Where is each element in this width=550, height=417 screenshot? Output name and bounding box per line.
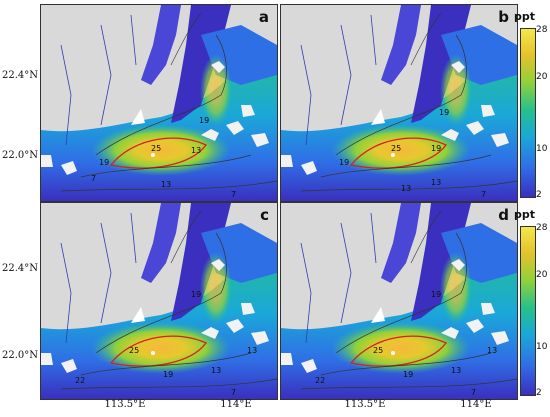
cbar-bot-tick-10: 10 [536, 342, 548, 352]
contour-label-d-6: 13 [487, 346, 497, 355]
lat-label-bot-22.0: 22.0°N [1, 350, 38, 361]
salinity-map-a: 7 13 19 25 19 13 7 [41, 5, 277, 201]
map-panel-c: 7 13 19 22 25 13 19 c [40, 202, 278, 400]
lat-label-top-22.0: 22.0°N [1, 150, 38, 161]
contour-label-d-2: 13 [451, 366, 461, 375]
panel-label-c: c [260, 206, 269, 224]
cbar-top-tick-28: 28 [536, 25, 548, 35]
contour-label-a-6: 13 [161, 180, 171, 189]
cbar-top-tick-10: 10 [536, 144, 548, 154]
contour-label-d-3: 19 [403, 370, 413, 379]
contour-label-c-2: 13 [211, 366, 221, 375]
lon-label-right-114: 114°E [460, 399, 492, 410]
contour-label-c-6: 13 [247, 346, 257, 355]
map-panel-d: 7 13 19 22 25 13 19 d [280, 202, 518, 400]
contour-label-b-1: 13 [431, 178, 441, 187]
lon-label-left-113.5: 113.5°E [104, 399, 146, 410]
cbar-top-tick-2: 2 [536, 190, 542, 200]
contour-label-a-1: 7 [91, 174, 96, 183]
contour-label-b-5: 13 [401, 184, 411, 193]
colorbar-top [520, 28, 536, 198]
colorbar-bottom [520, 226, 536, 396]
colorbar-unit-bottom: ppt [514, 208, 536, 221]
contour-label-b-7: 19 [439, 108, 449, 117]
map-panel-b: 13 19 25 19 13 7 19 b [280, 4, 518, 202]
contour-label-b-6: 7 [481, 190, 486, 199]
cbar-bot-tick-28: 28 [536, 223, 548, 233]
map-panel-a: 7 13 19 25 19 13 7 a [40, 4, 278, 202]
panel-label-b: b [498, 8, 509, 26]
contour-label-c-1: 7 [231, 388, 236, 397]
contour-label-d-5: 25 [373, 346, 383, 355]
cbar-top-tick-20: 20 [536, 72, 548, 82]
contour-label-d-1: 7 [471, 388, 476, 397]
cbar-bot-tick-2: 2 [536, 388, 542, 398]
lon-label-left-114: 114°E [220, 399, 252, 410]
contour-label-d-4: 22 [315, 376, 325, 385]
salinity-map-d: 7 13 19 22 25 13 19 [281, 203, 517, 399]
contour-label-a-4: 25 [151, 144, 161, 153]
lon-label-right-113.5: 113.5°E [344, 399, 386, 410]
contour-label-a-3: 19 [99, 158, 109, 167]
contour-label-c-7: 19 [191, 290, 201, 299]
salinity-map-b: 13 19 25 19 13 7 19 [281, 5, 517, 201]
contour-label-a-7: 7 [231, 190, 236, 199]
lat-label-top-22.4: 22.4°N [1, 70, 38, 81]
contour-label-a-5: 19 [199, 116, 209, 125]
cbar-bot-tick-20: 20 [536, 270, 548, 280]
lat-label-bot-22.4: 22.4°N [1, 263, 38, 274]
contour-label-b-3: 25 [391, 144, 401, 153]
contour-label-d-7: 19 [431, 290, 441, 299]
salinity-map-c: 7 13 19 22 25 13 19 [41, 203, 277, 399]
contour-label-c-4: 22 [75, 376, 85, 385]
panel-label-a: a [258, 8, 269, 26]
contour-label-b-2: 19 [339, 158, 349, 167]
contour-label-c-3: 19 [163, 370, 173, 379]
contour-label-b-4: 19 [431, 144, 441, 153]
contour-label-a-2: 13 [191, 146, 201, 155]
colorbar-unit-top: ppt [514, 10, 536, 23]
contour-label-c-5: 25 [129, 346, 139, 355]
panel-label-d: d [498, 206, 509, 224]
